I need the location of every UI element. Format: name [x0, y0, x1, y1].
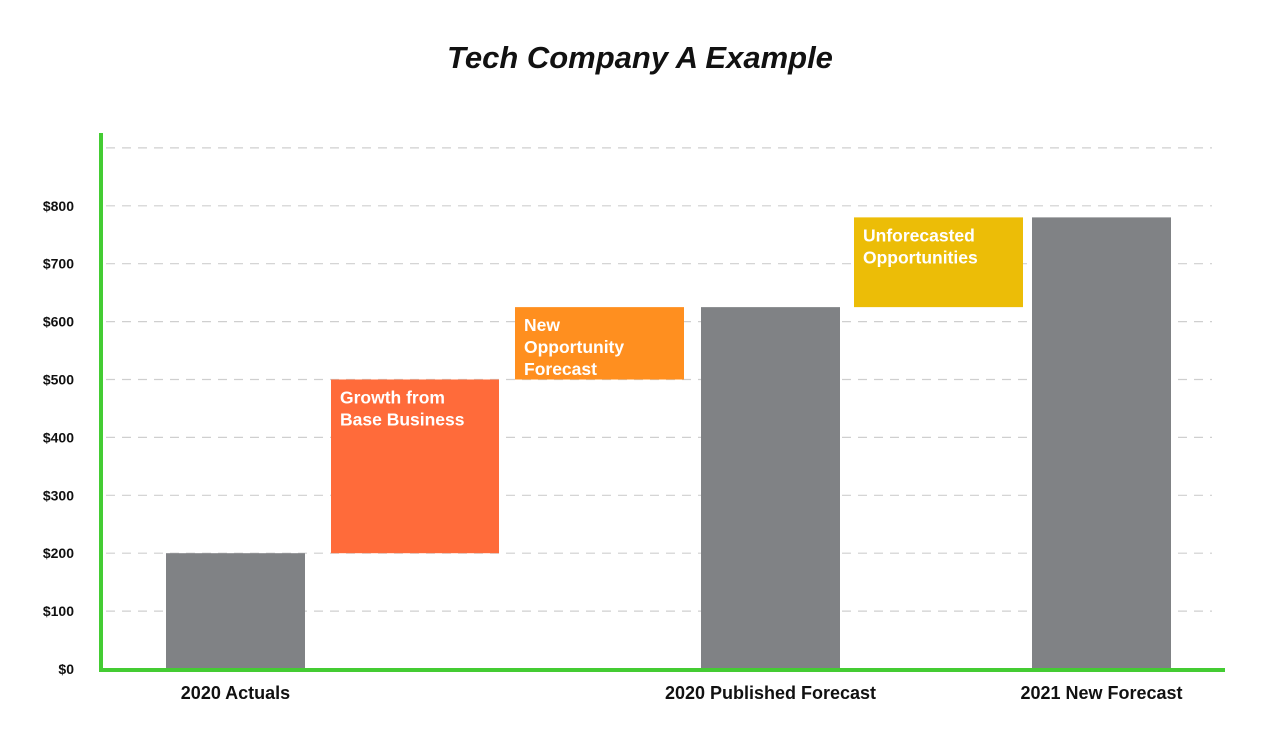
total-bar	[701, 307, 840, 669]
delta-bar-label: Growth from Base Business	[340, 388, 465, 430]
y-tick-label: $0	[58, 661, 74, 677]
x-category-label: 2021 New Forecast	[1020, 683, 1182, 703]
y-tick-label: $100	[43, 603, 74, 619]
delta-bar	[854, 217, 1023, 308]
delta-bar	[331, 379, 499, 554]
chart-title: Tech Company A Example	[447, 40, 833, 75]
y-tick-label: $800	[43, 198, 74, 214]
x-category-label: 2020 Published Forecast	[665, 683, 876, 703]
x-category-label: 2020 Actuals	[181, 683, 290, 703]
y-tick-label: $500	[43, 372, 74, 388]
delta-bar-label: Unforecasted Opportunities	[863, 225, 978, 267]
total-bar	[166, 553, 305, 669]
y-tick-label: $400	[43, 429, 74, 445]
y-tick-label: $300	[43, 487, 74, 503]
delta-bar	[515, 307, 684, 380]
y-tick-label: $200	[43, 545, 74, 561]
delta-bar-label: New Opportunity Forecast	[524, 315, 624, 379]
y-tick-label: $600	[43, 314, 74, 330]
y-tick-label: $700	[43, 256, 74, 272]
total-bar	[1032, 217, 1171, 669]
